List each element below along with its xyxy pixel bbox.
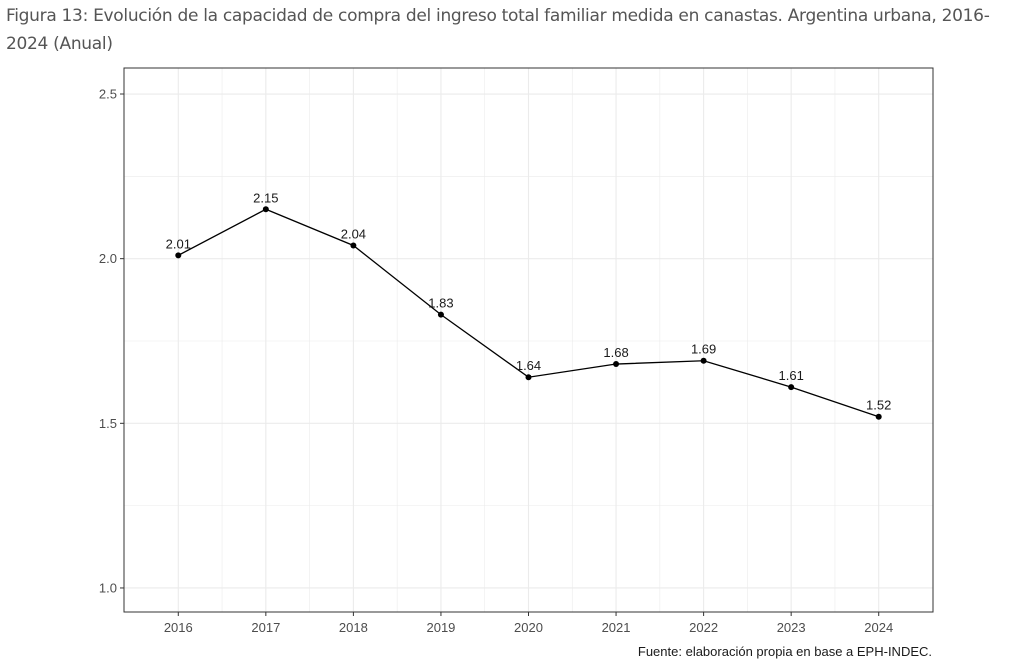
x-tick-label: 2022 [689, 620, 718, 635]
data-point [262, 206, 269, 213]
x-tick-label: 2018 [339, 620, 368, 635]
data-label: 2.04 [341, 226, 366, 241]
data-point [175, 252, 182, 259]
y-tick-label: 2.0 [99, 251, 117, 266]
data-point [525, 374, 532, 381]
data-label: 1.64 [516, 358, 541, 373]
y-tick-label: 1.0 [99, 580, 117, 595]
x-tick-label: 2023 [777, 620, 806, 635]
x-tick-label: 2024 [864, 620, 893, 635]
data-label: 1.69 [691, 342, 716, 357]
x-tick-label: 2021 [602, 620, 631, 635]
x-tick-label: 2020 [514, 620, 543, 635]
panel-border [123, 67, 934, 613]
x-tick-label: 2017 [251, 620, 280, 635]
data-point [350, 242, 357, 249]
data-label: 1.68 [603, 345, 628, 360]
chart-title: Figura 13: Evolución de la capacidad de … [6, 6, 990, 54]
x-tick-label: 2016 [164, 620, 193, 635]
data-point [700, 357, 707, 364]
x-tick-label: 2019 [426, 620, 455, 635]
data-point [613, 361, 620, 368]
data-label: 2.15 [253, 190, 278, 205]
y-tick-label: 1.5 [99, 416, 117, 431]
data-label: 1.61 [779, 368, 804, 383]
chart-caption: Fuente: elaboración propia en base a EPH… [637, 644, 932, 659]
data-label: 2.01 [166, 236, 191, 251]
y-tick-label: 2.5 [99, 87, 117, 102]
data-label: 1.83 [428, 296, 453, 311]
data-label: 1.52 [866, 398, 891, 413]
data-point [875, 413, 882, 420]
data-point [788, 384, 795, 391]
data-point [437, 311, 444, 318]
